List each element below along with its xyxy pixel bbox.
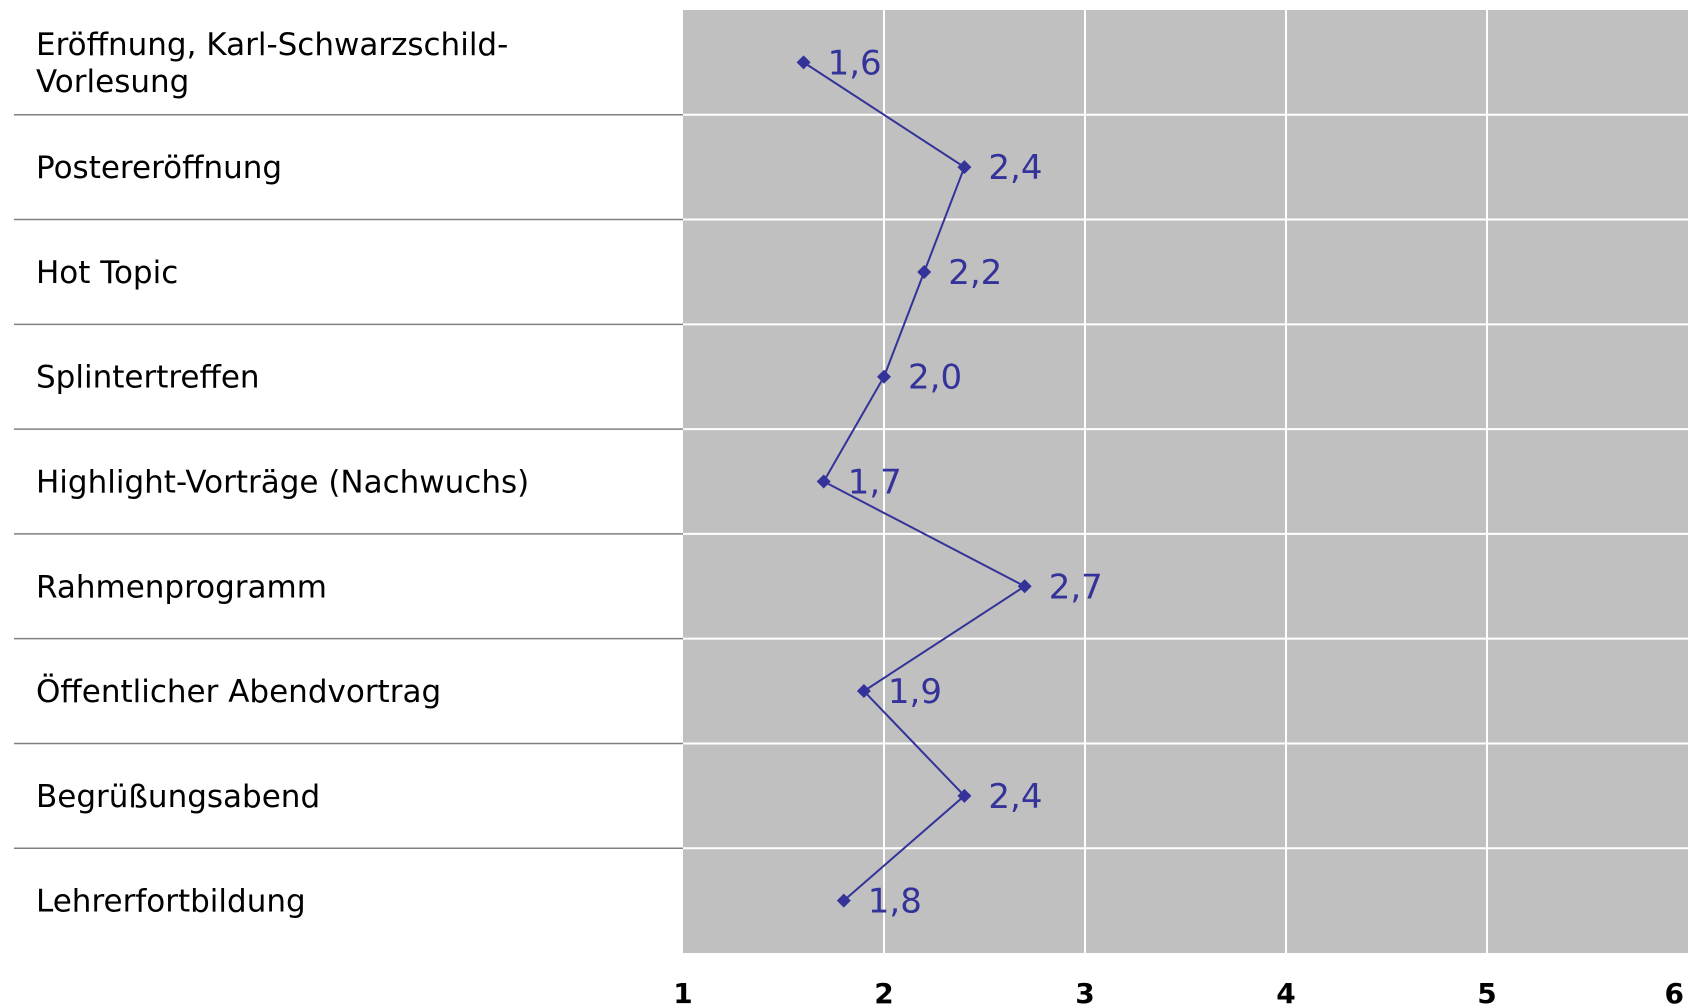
category-label-panel: Eröffnung, Karl-Schwarzschild-Vorlesung P… [14, 27, 683, 920]
x-tick-label: 4 [1276, 977, 1295, 1005]
x-tick-label: 6 [1665, 977, 1684, 1005]
data-label: 2,2 [948, 253, 1002, 293]
data-point-marker [1017, 579, 1032, 594]
category-label: Lehrerfortbildung [36, 884, 306, 920]
data-label: 1,7 [848, 463, 902, 503]
category-label: Eröffnung, Karl-Schwarzschild- [36, 27, 508, 63]
data-label: 1,6 [828, 43, 882, 83]
x-tick-label: 2 [874, 977, 893, 1005]
data-point-marker [836, 893, 851, 908]
category-label: Splintertreffen [36, 360, 260, 396]
data-point-marker [957, 160, 972, 175]
category-label: Highlight-Vorträge (Nachwuchs) [36, 465, 529, 501]
x-tick-label: 1 [673, 977, 692, 1005]
category-label: Öffentlicher Abendvortrag [36, 673, 441, 710]
data-point-marker [856, 684, 871, 699]
plot-area [683, 10, 1688, 953]
category-label: Vorlesung [36, 64, 189, 100]
data-point-marker [957, 788, 972, 803]
data-label: 1,8 [868, 882, 922, 922]
x-axis-tick-labels: 1 2 3 4 5 6 [673, 977, 1684, 1005]
category-label: Hot Topic [36, 255, 178, 291]
data-label: 1,9 [888, 672, 942, 712]
data-label: 2,4 [988, 148, 1042, 188]
data-point-marker [877, 369, 891, 384]
data-series: 1,6 2,4 2,2 2,0 1,7 2,7 1,9 2,4 1,8 [796, 43, 1103, 922]
x-tick-label: 5 [1477, 977, 1496, 1005]
x-tick-label: 3 [1075, 977, 1094, 1005]
data-label: 2,0 [908, 358, 962, 398]
data-point-marker [917, 264, 932, 279]
category-label: Rahmenprogramm [36, 569, 327, 605]
data-point-marker [796, 55, 811, 70]
data-point-marker [816, 474, 831, 489]
gridlines [683, 10, 1688, 953]
category-label: Begrüßungsabend [36, 779, 320, 815]
data-label: 2,7 [1049, 567, 1103, 607]
category-label: Postereröffnung [36, 150, 282, 186]
data-label: 2,4 [988, 777, 1042, 817]
